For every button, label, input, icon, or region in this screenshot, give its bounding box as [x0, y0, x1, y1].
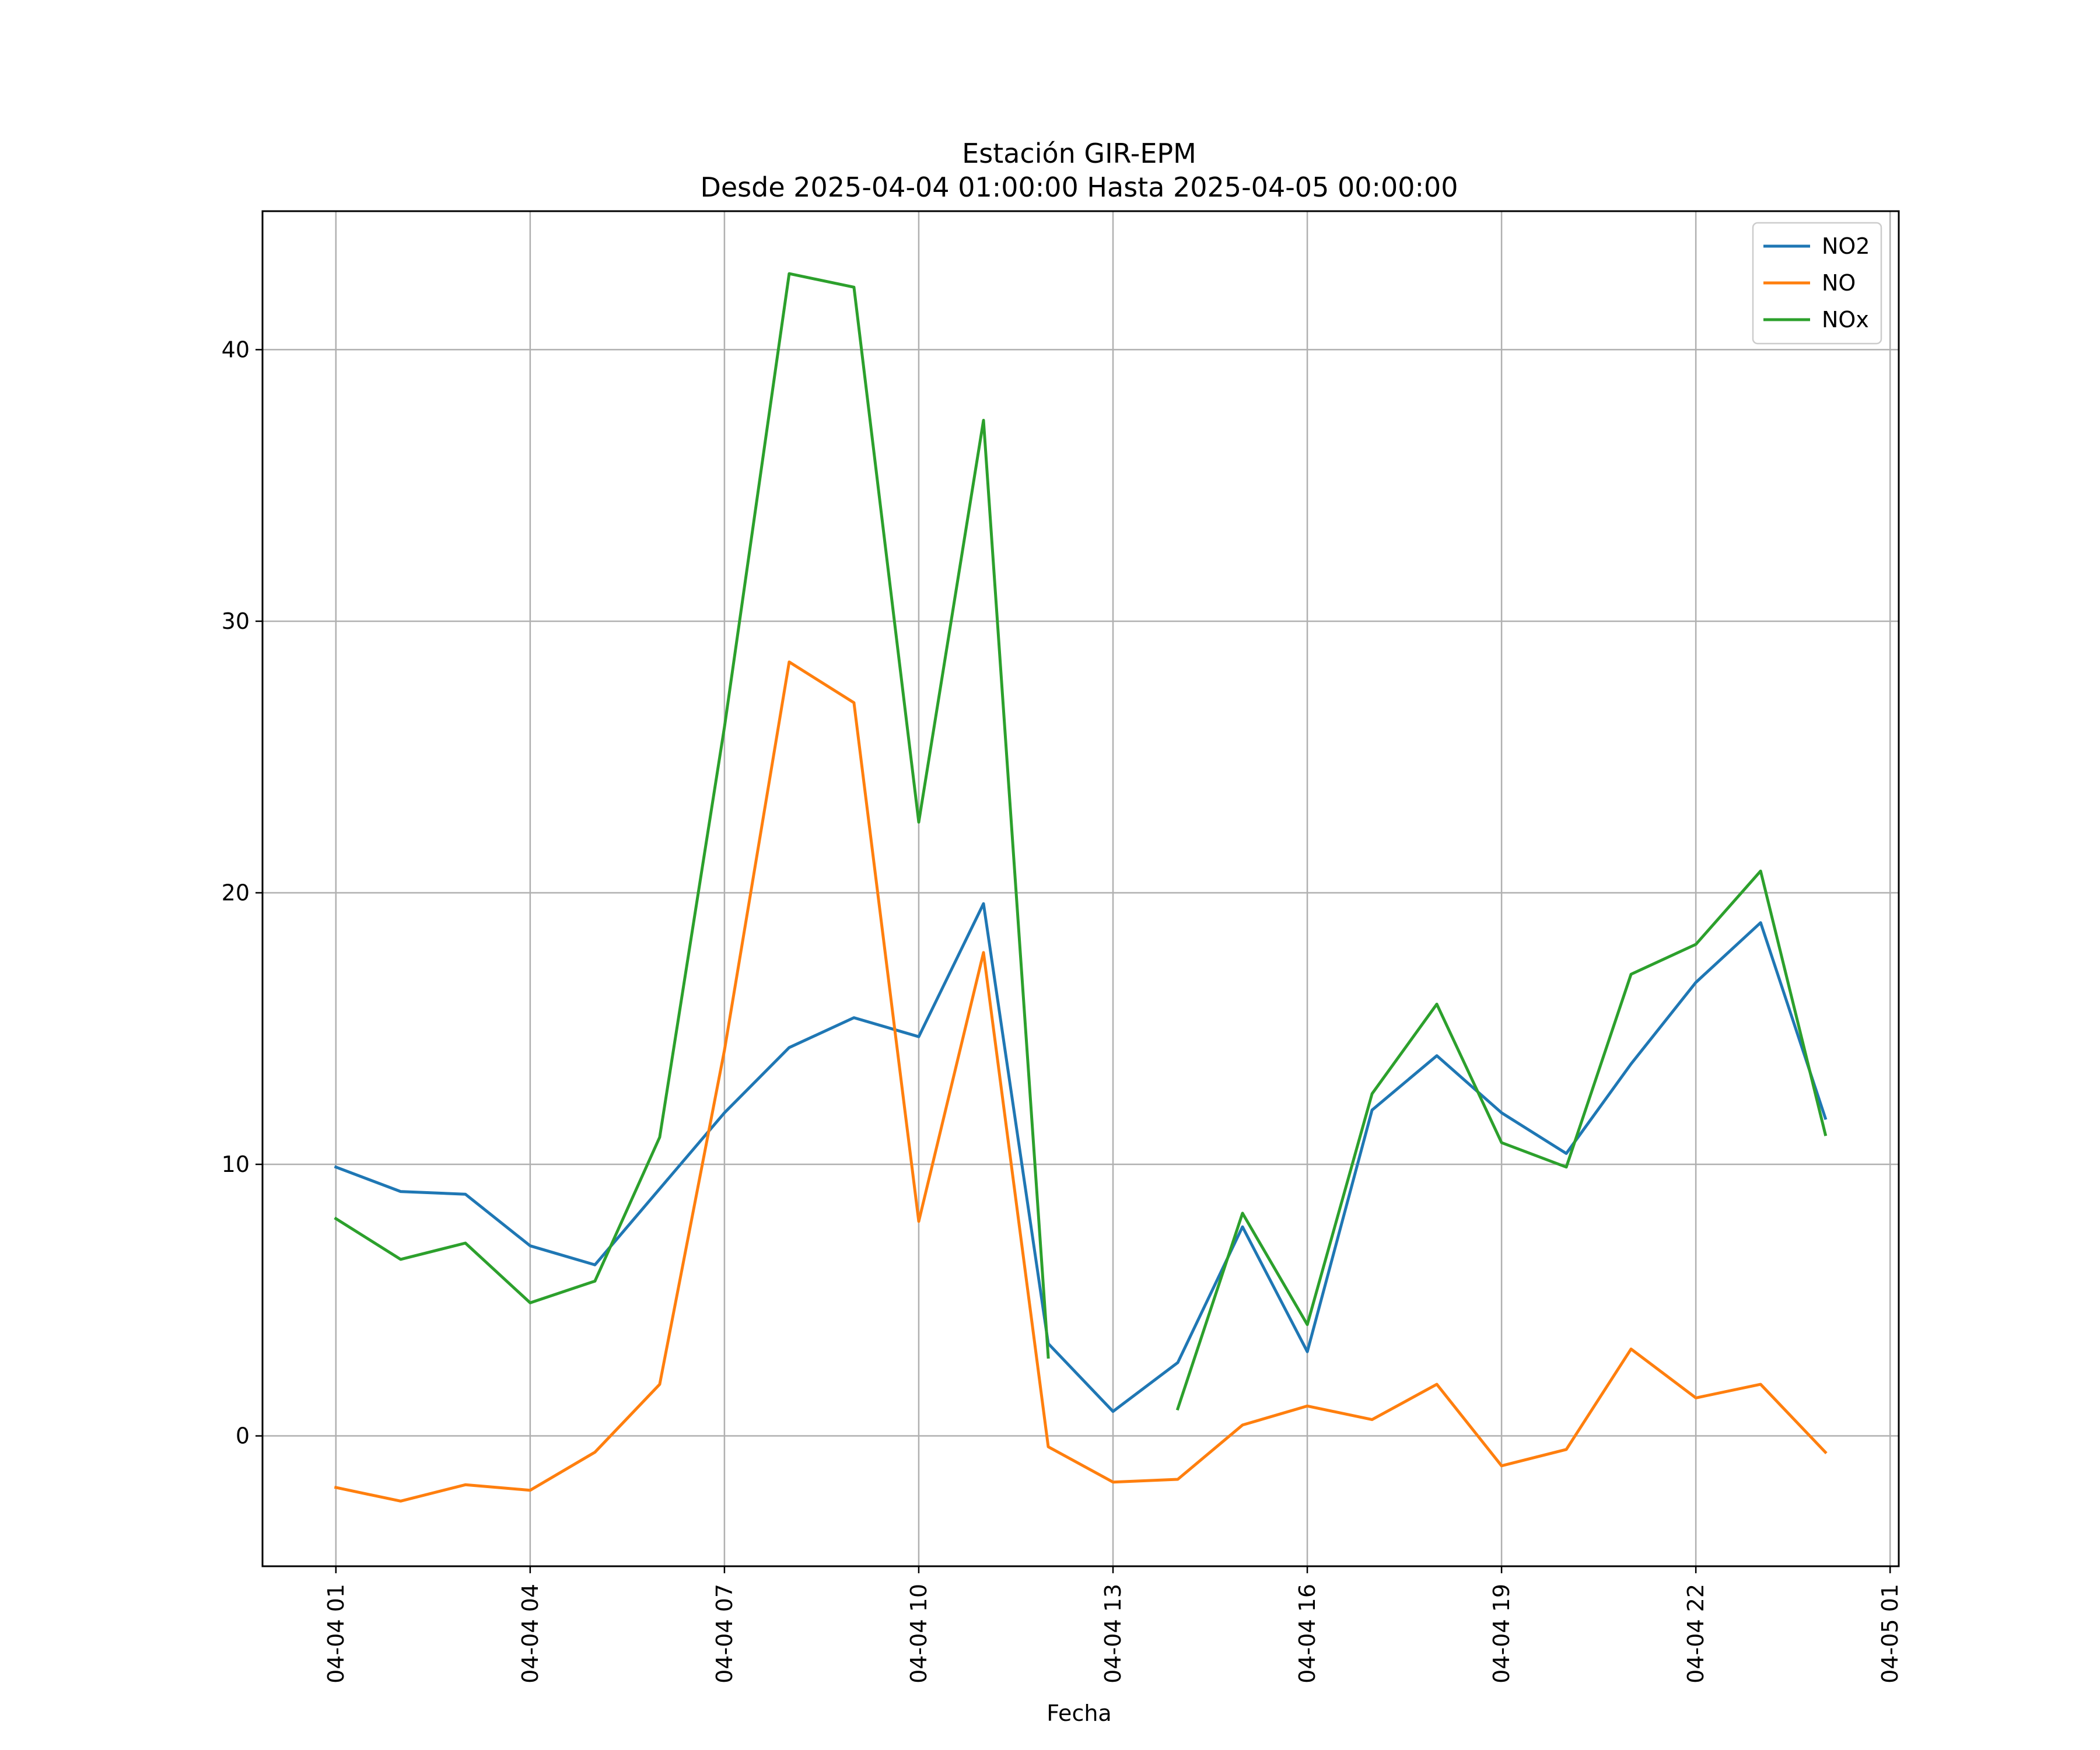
series-layer	[334, 272, 1828, 1503]
axes: 04-04 01 04-04 04 04-04 07 04-04 10 04-04 13…	[222, 337, 1903, 1683]
y-tick-label: 20	[222, 880, 250, 905]
plot-area	[261, 210, 1900, 1567]
x-tick-label: 04-04 19	[1489, 1584, 1514, 1684]
legend-label-no: NO	[1822, 270, 1856, 296]
chart-title: Estación GIR-EPM	[962, 138, 1196, 169]
legend-box	[1752, 222, 1882, 345]
legend-label-nox: NOx	[1822, 307, 1869, 332]
x-tick-label: 04-04 22	[1683, 1584, 1709, 1684]
y-tick-label: 40	[222, 337, 250, 362]
x-tick-label: 04-04 04	[517, 1584, 543, 1684]
legend-label-no2: NO2	[1822, 233, 1870, 259]
series-line-no2	[334, 902, 1828, 1413]
x-axis-label: Fecha	[1046, 1700, 1111, 1726]
y-tick-label: 0	[236, 1423, 250, 1449]
grid	[262, 211, 1899, 1566]
series-line-nox	[334, 272, 1828, 1411]
x-tick-label: 04-04 16	[1294, 1584, 1320, 1684]
y-tick-label: 10	[222, 1152, 250, 1177]
x-tick-label: 04-05 01	[1877, 1584, 1903, 1684]
y-tick-label: 30	[222, 608, 250, 634]
x-tick-label: 04-04 10	[906, 1584, 932, 1684]
x-tick-label: 04-04 07	[712, 1584, 737, 1684]
x-tick-label: 04-04 01	[323, 1584, 349, 1684]
series-line-no	[334, 660, 1828, 1503]
x-tick-label: 04-04 13	[1100, 1584, 1126, 1684]
chart-subtitle: Desde 2025-04-04 01:00:00 Hasta 2025-04-…	[700, 172, 1458, 203]
legend: NO2 NO NOx	[1752, 222, 1882, 345]
